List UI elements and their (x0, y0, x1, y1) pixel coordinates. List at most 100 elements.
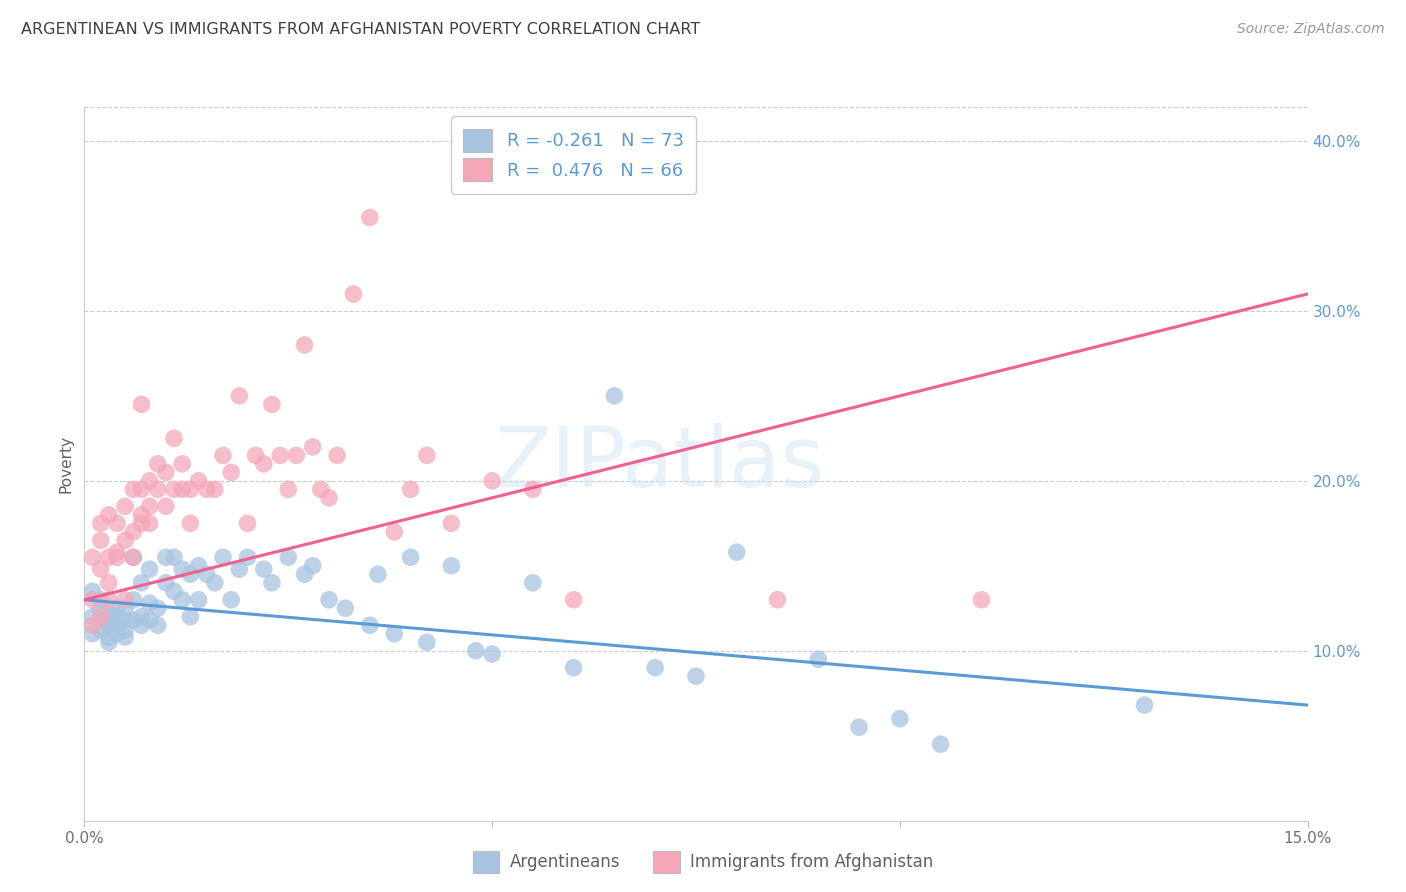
Point (138, 596, 160, 610)
Point (204, 483, 226, 497)
Point (90, 609, 112, 624)
Point (187, 558, 209, 573)
Point (187, 592, 209, 607)
Point (138, 613, 160, 627)
Point (131, 516, 153, 531)
Point (212, 448, 235, 462)
Point (382, 524, 405, 539)
Point (725, 545, 748, 559)
Point (90, 516, 112, 531)
Point (82, 626, 104, 640)
Point (97, 592, 120, 607)
Point (367, 567, 389, 582)
Point (416, 448, 439, 462)
Point (155, 466, 177, 480)
Point (90, 613, 112, 627)
Point (228, 389, 250, 403)
Point (97, 635, 120, 649)
Point (131, 609, 153, 624)
Point (848, 720, 870, 734)
Point (172, 457, 194, 471)
Point (114, 624, 136, 638)
Point (90, 624, 112, 638)
Point (219, 592, 242, 607)
Point (146, 601, 169, 615)
Point (138, 562, 160, 576)
Point (179, 567, 201, 582)
Point (481, 647, 503, 661)
Point (195, 483, 218, 497)
Point (90, 601, 112, 615)
Point (889, 712, 911, 726)
Point (342, 287, 364, 301)
Point (105, 609, 128, 624)
Point (253, 562, 276, 576)
Point (236, 550, 259, 565)
Point (1133, 698, 1156, 712)
Point (172, 483, 194, 497)
Point (195, 567, 218, 582)
Point (131, 397, 153, 411)
Point (382, 626, 405, 640)
Point (204, 575, 226, 590)
Point (122, 592, 145, 607)
Point (131, 508, 153, 522)
Point (114, 592, 136, 607)
Point (114, 613, 136, 627)
Point (82, 550, 104, 565)
Point (114, 533, 136, 548)
Point (114, 630, 136, 644)
Point (97, 575, 120, 590)
Point (807, 652, 830, 666)
Point (146, 618, 169, 632)
Point (163, 584, 186, 599)
Point (481, 474, 503, 488)
Point (212, 550, 235, 565)
Point (416, 635, 439, 649)
Legend: R = -0.261   N = 73, R =  0.476   N = 66: R = -0.261 N = 73, R = 0.476 N = 66 (451, 116, 696, 194)
Point (644, 661, 666, 675)
Point (522, 483, 544, 497)
Y-axis label: Poverty: Poverty (58, 434, 73, 493)
Point (253, 457, 276, 471)
Point (114, 500, 136, 514)
Point (131, 483, 153, 497)
Point (82, 609, 104, 624)
Point (440, 516, 463, 531)
Point (90, 592, 112, 607)
Point (97, 607, 120, 621)
Point (82, 584, 104, 599)
Point (90, 562, 112, 576)
Point (122, 483, 145, 497)
Point (97, 613, 120, 627)
Point (163, 431, 186, 445)
Point (277, 550, 299, 565)
Point (929, 737, 952, 751)
Point (138, 516, 160, 531)
Point (82, 592, 104, 607)
Point (179, 609, 201, 624)
Point (90, 533, 112, 548)
Point (146, 483, 169, 497)
Point (464, 644, 486, 658)
Point (82, 618, 104, 632)
Point (163, 483, 186, 497)
Text: ARGENTINEAN VS IMMIGRANTS FROM AFGHANISTAN POVERTY CORRELATION CHART: ARGENTINEAN VS IMMIGRANTS FROM AFGHANIST… (21, 22, 700, 37)
Point (122, 550, 145, 565)
Point (562, 661, 585, 675)
Point (309, 483, 332, 497)
Point (163, 550, 186, 565)
Text: ZIPatlas: ZIPatlas (495, 424, 824, 504)
Point (301, 440, 323, 454)
Point (155, 550, 177, 565)
Point (685, 669, 707, 683)
Point (97, 508, 120, 522)
Point (359, 211, 381, 225)
Point (97, 550, 120, 565)
Point (399, 483, 422, 497)
Point (105, 516, 128, 531)
Point (301, 558, 323, 573)
Point (179, 516, 201, 531)
Point (269, 448, 291, 462)
Point (138, 500, 160, 514)
